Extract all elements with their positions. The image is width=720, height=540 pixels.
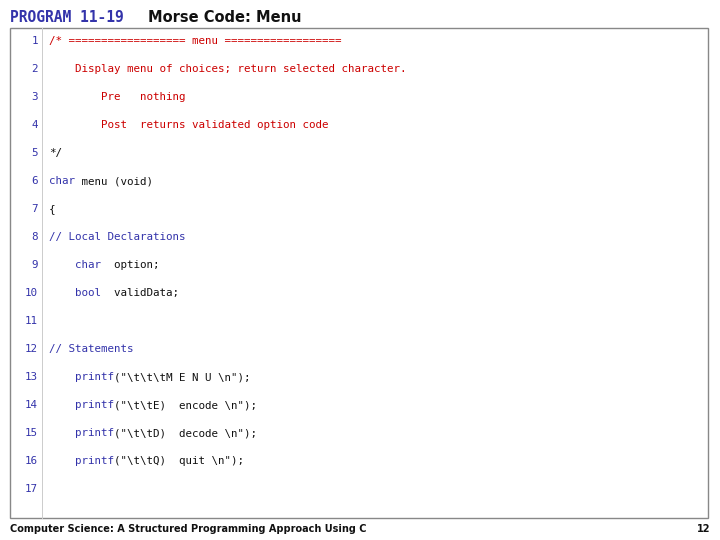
Text: Display menu of choices; return selected character.: Display menu of choices; return selected… xyxy=(49,64,407,74)
Text: char: char xyxy=(49,260,101,270)
Text: ("\t\t\tM E N U \n");: ("\t\t\tM E N U \n"); xyxy=(114,372,251,382)
Text: 3: 3 xyxy=(32,92,38,102)
Text: Post  returns validated option code: Post returns validated option code xyxy=(49,120,328,130)
Text: option;: option; xyxy=(101,260,160,270)
Text: Pre   nothing: Pre nothing xyxy=(49,92,186,102)
Text: 1: 1 xyxy=(32,36,38,46)
Text: 6: 6 xyxy=(32,176,38,186)
Text: char: char xyxy=(49,176,75,186)
Text: 12: 12 xyxy=(25,344,38,354)
Text: Morse Code: Menu: Morse Code: Menu xyxy=(148,10,302,25)
Text: {: { xyxy=(49,204,55,214)
Text: 8: 8 xyxy=(32,232,38,242)
FancyBboxPatch shape xyxy=(10,28,708,518)
Text: menu (void): menu (void) xyxy=(75,176,153,186)
Text: 4: 4 xyxy=(32,120,38,130)
Text: 5: 5 xyxy=(32,148,38,158)
Text: ("\t\tE)  encode \n");: ("\t\tE) encode \n"); xyxy=(114,400,257,410)
Text: 15: 15 xyxy=(25,428,38,438)
Text: bool: bool xyxy=(49,288,101,298)
Text: 14: 14 xyxy=(25,400,38,410)
Text: 10: 10 xyxy=(25,288,38,298)
Text: validData;: validData; xyxy=(101,288,179,298)
Text: 7: 7 xyxy=(32,204,38,214)
Text: 2: 2 xyxy=(32,64,38,74)
Text: printf: printf xyxy=(49,400,114,410)
Text: 13: 13 xyxy=(25,372,38,382)
Text: 17: 17 xyxy=(25,484,38,494)
Text: // Local Declarations: // Local Declarations xyxy=(49,232,186,242)
Text: 12: 12 xyxy=(696,524,710,534)
Text: 11: 11 xyxy=(25,316,38,326)
Text: Computer Science: A Structured Programming Approach Using C: Computer Science: A Structured Programmi… xyxy=(10,524,366,534)
Text: PROGRAM 11-19: PROGRAM 11-19 xyxy=(10,10,124,25)
Text: // Statements: // Statements xyxy=(49,344,133,354)
Text: printf: printf xyxy=(49,372,114,382)
Text: */: */ xyxy=(49,148,62,158)
Text: /* ================== menu ==================: /* ================== menu =============… xyxy=(49,36,341,46)
Text: ("\t\tQ)  quit \n");: ("\t\tQ) quit \n"); xyxy=(114,456,244,466)
Text: printf: printf xyxy=(49,428,114,438)
Text: ("\t\tD)  decode \n");: ("\t\tD) decode \n"); xyxy=(114,428,257,438)
Text: printf: printf xyxy=(49,456,114,466)
Text: 16: 16 xyxy=(25,456,38,466)
Text: 9: 9 xyxy=(32,260,38,270)
